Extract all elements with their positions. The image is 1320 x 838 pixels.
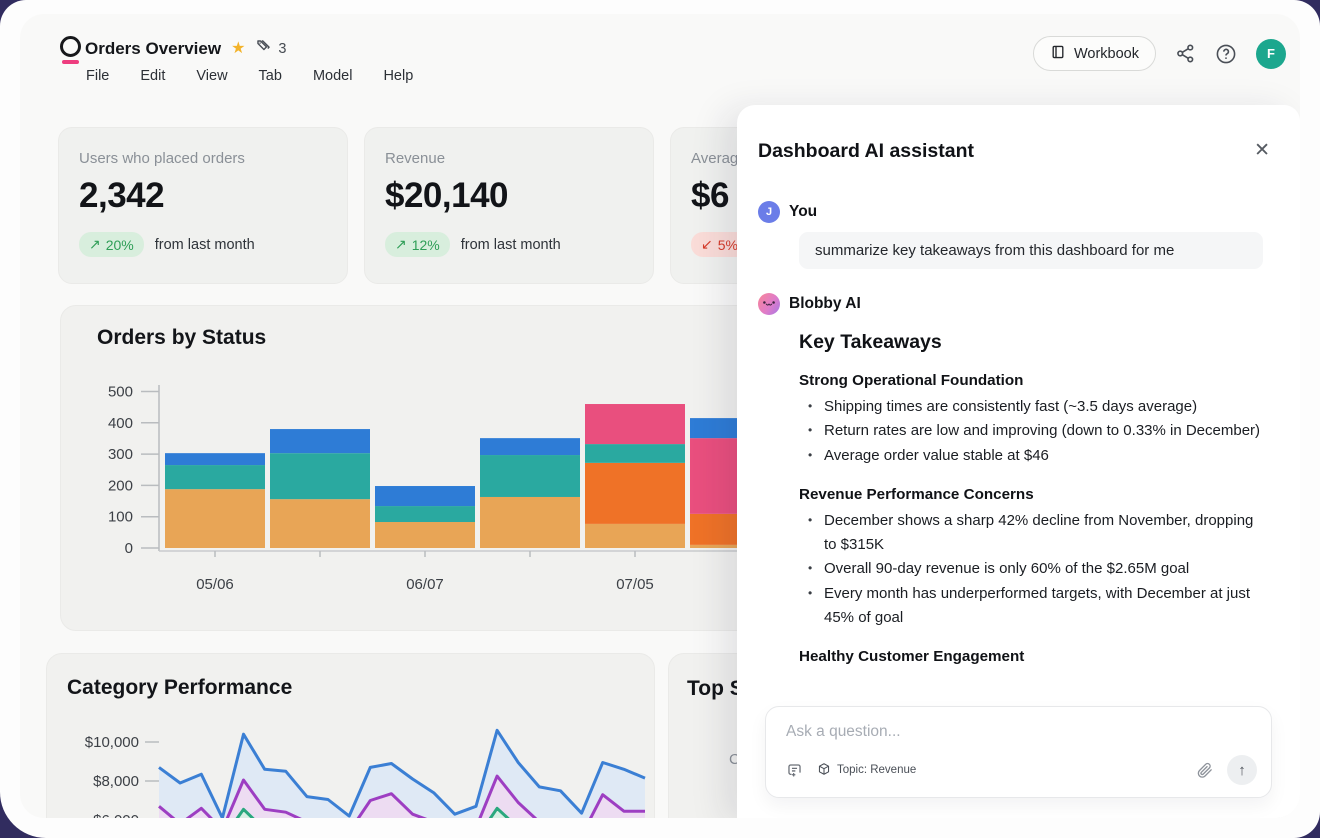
ai-bullet: Shipping times are consistently fast (~3… bbox=[799, 395, 1263, 419]
ai-section: Healthy Customer Engagement bbox=[799, 648, 1263, 665]
svg-text:$10,000: $10,000 bbox=[85, 734, 139, 751]
svg-text:500: 500 bbox=[108, 384, 133, 401]
category-chart-title: Category Performance bbox=[67, 676, 293, 699]
stat-note: from last month bbox=[154, 236, 255, 253]
cube-icon bbox=[817, 762, 831, 779]
topic-chip-label: Topic: Revenue bbox=[837, 764, 917, 776]
stat-delta: 12% bbox=[411, 236, 440, 253]
svg-text:200: 200 bbox=[108, 477, 133, 494]
menu-item-tab[interactable]: Tab bbox=[258, 68, 282, 84]
new-chat-icon[interactable] bbox=[786, 762, 803, 779]
close-icon[interactable]: ✕ bbox=[1254, 140, 1270, 161]
menu-bar: File Edit View Tab Model Help bbox=[86, 68, 413, 84]
logo-ring-icon bbox=[59, 36, 81, 57]
category-performance-chart: $10,000 $8,000 $6,000 bbox=[85, 728, 646, 818]
blobby-ai-avatar bbox=[758, 293, 780, 315]
stat-delta: 20% bbox=[105, 236, 134, 253]
svg-text:100: 100 bbox=[108, 509, 133, 526]
user-message: summarize key takeaways from this dashbo… bbox=[799, 232, 1263, 269]
svg-text:$8,000: $8,000 bbox=[93, 773, 139, 790]
ai-section: Strong Operational Foundation Shipping ti… bbox=[799, 372, 1263, 468]
orders-by-status-chart: 0 100 200 300 400 500 05/06 06/07 07/05 bbox=[108, 384, 781, 593]
stat-label: Averag bbox=[691, 150, 739, 167]
stat-value: 2,342 bbox=[79, 176, 165, 215]
ai-response-heading: Key Takeaways bbox=[799, 331, 942, 353]
workbook-button[interactable]: Workbook bbox=[1032, 36, 1156, 71]
chat-area: J You summarize key takeaways from this … bbox=[758, 201, 1263, 802]
user-name: You bbox=[789, 203, 818, 220]
stat-note: from last month bbox=[460, 236, 561, 253]
question-input-card: Topic: Revenue ↑ bbox=[765, 706, 1272, 798]
ai-section: Revenue Performance Concerns December sho… bbox=[799, 486, 1263, 630]
stat-label: Revenue bbox=[385, 150, 446, 167]
page-title: Orders Overview bbox=[85, 38, 222, 58]
stat-value: $6 bbox=[691, 176, 729, 215]
send-button[interactable]: ↑ bbox=[1227, 755, 1257, 785]
svg-text:400: 400 bbox=[108, 415, 133, 432]
stat-card: Revenue $20,140 ↗ 12% from last month bbox=[364, 127, 654, 284]
stat-label: Users who placed orders bbox=[79, 150, 245, 167]
attachment-icon[interactable] bbox=[1196, 762, 1213, 779]
tag-count: 3 bbox=[278, 40, 287, 57]
svg-text:$6,000: $6,000 bbox=[93, 812, 139, 818]
top-card-title: Top S bbox=[687, 677, 744, 700]
stat-delta-badge: ↗ 20% bbox=[79, 232, 144, 257]
ai-bullet: Every month has underperformed targets, … bbox=[799, 582, 1263, 631]
ai-bullet: December shows a sharp 42% decline from … bbox=[799, 509, 1263, 558]
menu-item-edit[interactable]: Edit bbox=[140, 68, 166, 84]
stat-card: Users who placed orders 2,342 ↗ 20% from las… bbox=[58, 127, 348, 284]
svg-text:05/06: 05/06 bbox=[196, 576, 234, 593]
logo-underline bbox=[61, 60, 79, 64]
app-logo[interactable] bbox=[58, 36, 82, 64]
svg-text:06/07: 06/07 bbox=[406, 576, 444, 593]
menu-item-model[interactable]: Model bbox=[312, 68, 353, 84]
menu-item-file[interactable]: File bbox=[86, 68, 110, 84]
ai-bullet: Return rates are low and improving (down… bbox=[799, 419, 1263, 443]
topic-chip[interactable]: Topic: Revenue bbox=[817, 762, 916, 779]
stat-delta-badge: ↗ 12% bbox=[385, 232, 450, 257]
svg-text:0: 0 bbox=[125, 540, 133, 557]
ai-section-heading: Strong Operational Foundation bbox=[799, 372, 1024, 389]
book-icon bbox=[1050, 44, 1066, 64]
category-performance-card: Category Performance $10,000 $8,000 $6,000 bbox=[46, 653, 655, 818]
ai-panel-title: Dashboard AI assistant bbox=[758, 140, 975, 162]
tag-icon[interactable] bbox=[255, 38, 272, 59]
share-button[interactable] bbox=[1175, 43, 1196, 64]
app-window: Orders Overview ★ 3 File Edit View Tab Model… bbox=[20, 14, 1300, 818]
ai-bullet: Average order value stable at $46 bbox=[799, 444, 1263, 468]
trend-up-icon: ↗ bbox=[89, 236, 101, 252]
ai-bullet: Overall 90-day revenue is only 60% of th… bbox=[799, 557, 1263, 581]
trend-up-icon: ↗ bbox=[395, 236, 407, 252]
workbook-label: Workbook bbox=[1073, 45, 1139, 62]
ai-section-heading: Revenue Performance Concerns bbox=[799, 485, 1034, 503]
ai-section-heading: Healthy Customer Engagement bbox=[799, 648, 1025, 666]
menu-item-view[interactable]: View bbox=[196, 68, 228, 84]
favorite-star-icon[interactable]: ★ bbox=[231, 39, 246, 57]
ai-response-sections: Strong Operational Foundation Shipping ti… bbox=[799, 372, 1263, 665]
svg-text:07/05: 07/05 bbox=[616, 576, 654, 593]
ai-assistant-panel: Dashboard AI assistant ✕ J You summarize… bbox=[737, 105, 1300, 818]
account-avatar[interactable]: F bbox=[1256, 38, 1286, 69]
ai-name: Blobby AI bbox=[789, 295, 861, 312]
app-header: Orders Overview ★ 3 File Edit View Tab Model… bbox=[20, 14, 1300, 106]
svg-text:300: 300 bbox=[108, 446, 133, 463]
trend-down-icon: ↙ bbox=[701, 236, 713, 252]
menu-item-help[interactable]: Help bbox=[383, 68, 414, 84]
top-card-text-fragment: C bbox=[729, 751, 740, 768]
orders-chart-title: Orders by Status bbox=[97, 326, 267, 349]
stat-delta: 5% bbox=[717, 236, 738, 253]
help-button[interactable] bbox=[1215, 43, 1237, 65]
user-avatar: J bbox=[758, 201, 780, 223]
question-input[interactable] bbox=[786, 723, 1251, 741]
stat-value: $20,140 bbox=[385, 176, 509, 215]
